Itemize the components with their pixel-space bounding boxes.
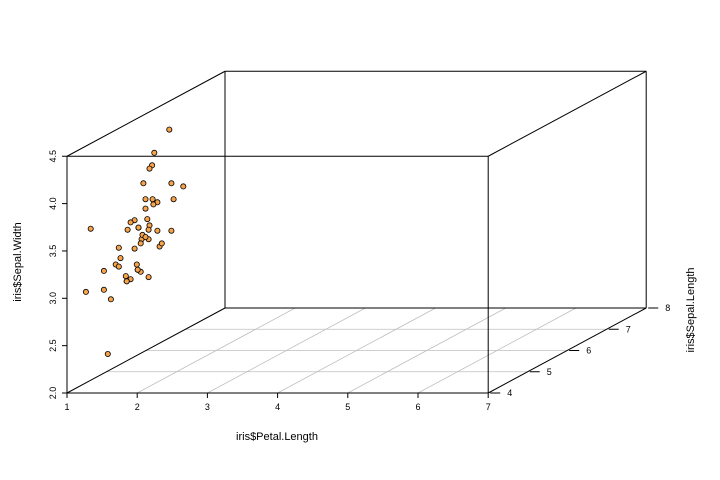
data-point [145, 274, 152, 281]
x-tick-label: 7 [486, 402, 491, 412]
data-point [124, 226, 131, 233]
x-tick-label: 4 [275, 402, 280, 412]
data-point [122, 273, 129, 280]
data-point [150, 201, 157, 208]
data-point [145, 226, 152, 233]
data-point [123, 278, 130, 285]
x-tick-label: 2 [135, 402, 140, 412]
box-depth-edge [487, 70, 647, 157]
data-point [142, 196, 149, 203]
data-point [180, 183, 187, 190]
data-point [149, 196, 156, 203]
x-axis-title: iris$Petal.Length [236, 431, 318, 443]
data-point [87, 225, 94, 232]
floor-grid [106, 307, 607, 394]
y-tick-label: 6 [586, 346, 591, 356]
data-point [140, 180, 147, 187]
data-point [137, 240, 144, 247]
z-tick-label: 2.0 [48, 387, 58, 400]
axis-ticks: 1 2 3 4 5 6 7 2.0 2.5 3.0 3.5 4.0 4.5 4 5 6 7 8 [48, 150, 670, 412]
data-point [100, 286, 107, 293]
data-point [151, 149, 158, 156]
data-point [104, 350, 111, 357]
z-tick-label: 4.5 [48, 150, 58, 163]
data-point [146, 165, 153, 172]
data-point [144, 216, 151, 223]
z-tick-label: 3.5 [48, 245, 58, 258]
data-point [131, 245, 138, 252]
data-point [154, 227, 161, 234]
y-tick-label: 5 [547, 367, 552, 377]
y-tick-label: 8 [665, 303, 670, 313]
y-tick-label: 4 [507, 388, 512, 398]
z-tick-label: 3.0 [48, 292, 58, 305]
x-tick-label: 5 [345, 402, 350, 412]
data-point [117, 255, 124, 262]
x-tick-label: 3 [205, 402, 210, 412]
data-point [142, 205, 149, 212]
data-point [168, 227, 175, 234]
data-point [166, 126, 173, 133]
data-point [82, 288, 89, 295]
y-axis-title: iris$Sepal.Length [685, 267, 697, 352]
x-tick-label: 1 [64, 402, 69, 412]
data-point [168, 180, 175, 187]
box-depth-edge [66, 70, 226, 157]
data-point [127, 219, 134, 226]
data-point [134, 266, 141, 273]
data-point [142, 233, 149, 240]
box-depth-edge [487, 307, 647, 394]
data-point [115, 263, 122, 270]
data-point [170, 196, 177, 203]
data-point [133, 261, 140, 268]
x-tick-label: 6 [415, 402, 420, 412]
data-point [158, 240, 165, 247]
y-tick-label: 7 [626, 324, 631, 334]
z-tick-label: 4.0 [48, 197, 58, 210]
z-axis-title: iris$Sepal.Width [12, 222, 24, 301]
data-point [100, 267, 107, 274]
data-point [135, 224, 142, 231]
plot-box [66, 70, 647, 394]
box-depth-edge [66, 307, 226, 394]
data-point [115, 244, 122, 251]
z-tick-label: 2.5 [48, 339, 58, 352]
data-point [107, 296, 114, 303]
data-points [82, 126, 187, 357]
